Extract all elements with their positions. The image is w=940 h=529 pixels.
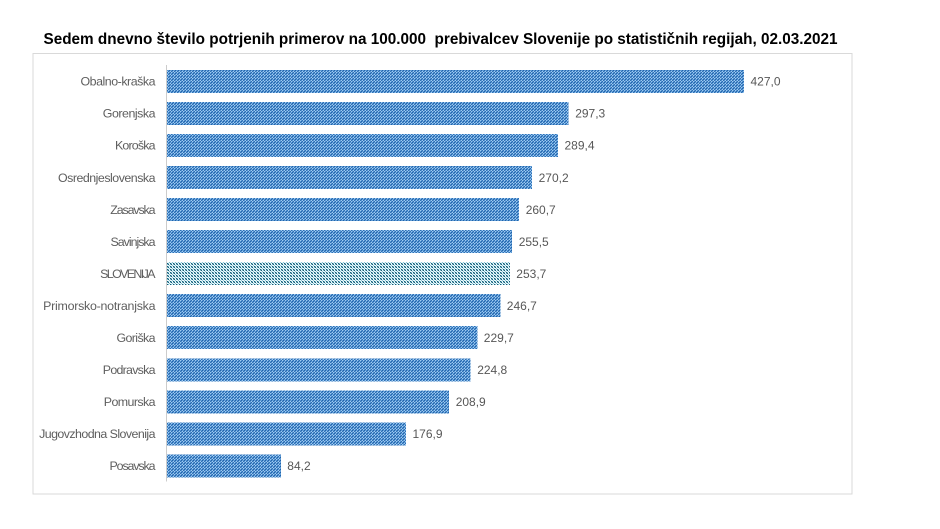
svg-text:84,2: 84,2 <box>287 459 311 473</box>
svg-text:Primorsko-notranjska: Primorsko-notranjska <box>43 299 155 313</box>
svg-text:Savinjska: Savinjska <box>111 235 156 249</box>
svg-text:Goriška: Goriška <box>117 331 156 345</box>
svg-text:Koroška: Koroška <box>115 139 156 153</box>
svg-text:208,9: 208,9 <box>456 395 486 409</box>
svg-text:246,7: 246,7 <box>507 299 537 313</box>
svg-text:427,0: 427,0 <box>751 75 781 89</box>
svg-text:Osrednjeslovenska: Osrednjeslovenska <box>58 171 156 185</box>
svg-text:Sedem dnevno število potrjenih: Sedem dnevno število potrjenih primerov … <box>44 31 838 48</box>
svg-text:176,9: 176,9 <box>413 427 443 441</box>
svg-text:Pomurska: Pomurska <box>104 395 156 409</box>
svg-text:289,4: 289,4 <box>565 139 595 153</box>
svg-text:SLOVENIJA: SLOVENIJA <box>100 267 156 281</box>
svg-text:Jugovzhodna Slovenija: Jugovzhodna Slovenija <box>39 427 155 441</box>
svg-text:297,3: 297,3 <box>575 107 605 121</box>
svg-text:224,8: 224,8 <box>477 363 507 377</box>
svg-text:229,7: 229,7 <box>484 331 514 345</box>
svg-text:Posavska: Posavska <box>110 459 156 473</box>
svg-text:Gorenjska: Gorenjska <box>103 107 156 121</box>
svg-text:253,7: 253,7 <box>516 267 546 281</box>
svg-text:Zasavska: Zasavska <box>110 203 155 217</box>
svg-text:255,5: 255,5 <box>519 235 549 249</box>
svg-text:Podravska: Podravska <box>103 363 156 377</box>
svg-text:260,7: 260,7 <box>526 203 556 217</box>
svg-text:270,2: 270,2 <box>539 171 569 185</box>
svg-text:Obalno-kraška: Obalno-kraška <box>81 75 156 89</box>
